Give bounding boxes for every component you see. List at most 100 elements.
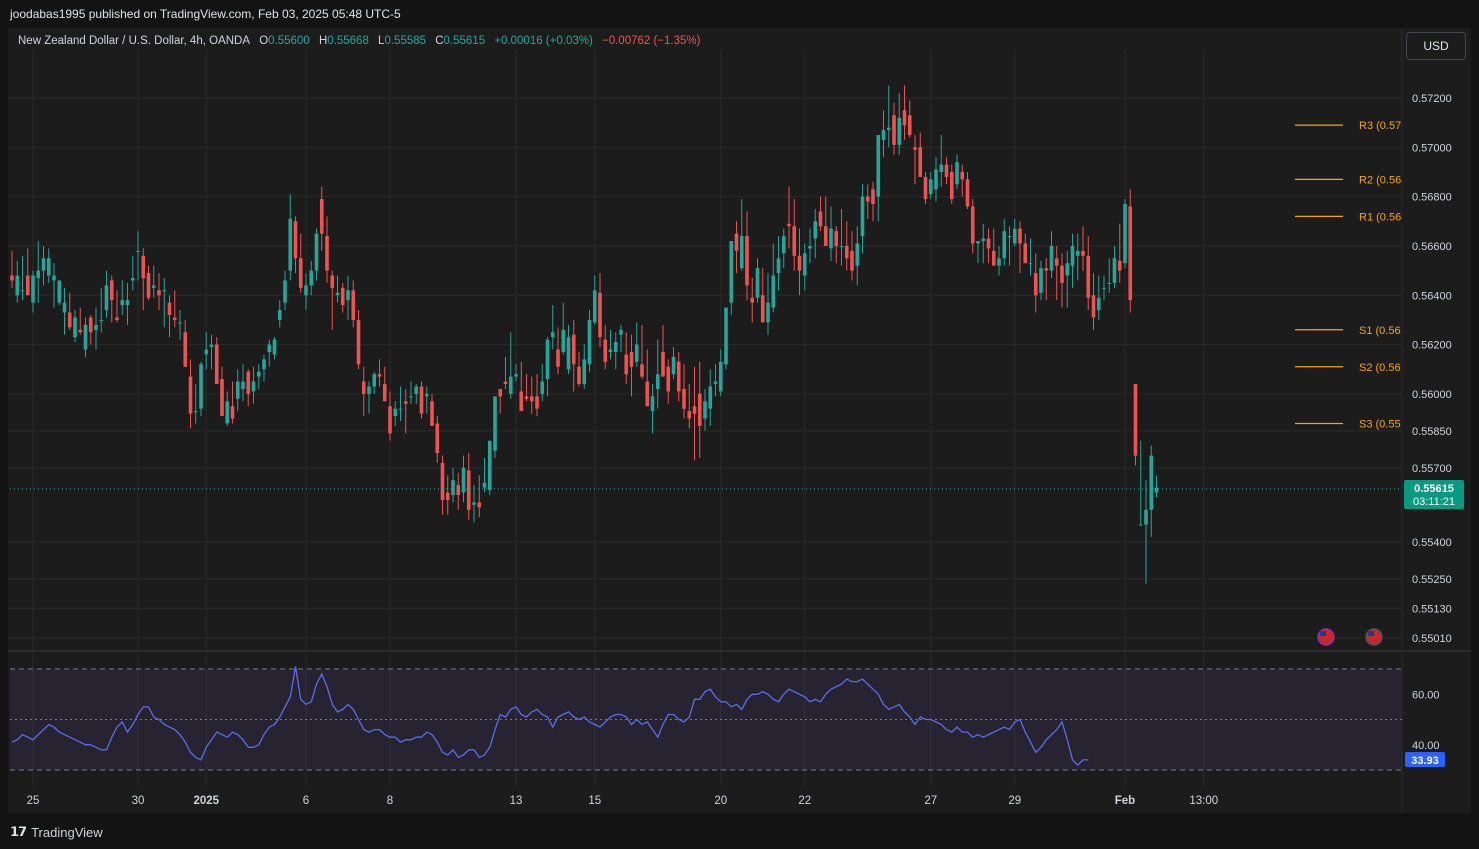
candle-body: [918, 147, 923, 177]
candle-body: [67, 312, 72, 328]
pivot-label: R3 (0.57: [1359, 120, 1401, 132]
candle-body: [545, 339, 550, 380]
candle-body: [272, 339, 277, 355]
candle-body: [477, 502, 482, 508]
close-label: C: [435, 35, 444, 47]
candle-body: [571, 334, 576, 365]
candle-body: [241, 381, 245, 389]
candle-body: [892, 115, 896, 145]
candle-body: [718, 361, 723, 392]
candle-body: [414, 386, 419, 394]
candle-body: [367, 386, 371, 394]
symbol-title: New Zealand Dollar / U.S. Dollar, 4h, OA…: [18, 35, 251, 47]
time-tick-label: Feb: [1115, 795, 1135, 807]
candle-body: [1144, 509, 1148, 525]
candle-body: [109, 280, 114, 301]
candle-body: [713, 381, 718, 385]
candle-body: [487, 440, 492, 491]
candle-body: [566, 337, 571, 370]
candle-body: [1044, 268, 1049, 271]
close-value: 0.55615: [443, 35, 486, 47]
candle-body: [277, 310, 282, 320]
tradingview-brand[interactable]: 𝟭𝟳 TradingView: [10, 824, 103, 840]
candle-body: [587, 319, 592, 365]
candle-body: [871, 189, 875, 205]
candle-body: [682, 388, 686, 409]
day-change: −0.00762 (−1.35%): [602, 35, 701, 47]
candle-body: [157, 290, 161, 296]
candle-body: [750, 297, 755, 303]
pivot-lines: R3 (0.57 R2 (0.56 R1 (0.56 S1 (0.56 S2 (0.56…: [1295, 120, 1401, 430]
rsi-line: [11, 666, 1089, 766]
candle-body: [298, 258, 303, 288]
candle-body: [1096, 297, 1101, 311]
candle-body: [466, 470, 471, 510]
chart-frame[interactable]: [8, 28, 1471, 813]
price-tick-label: 0.56800: [1412, 192, 1452, 204]
candle-body: [340, 287, 345, 306]
candle-body: [970, 206, 975, 244]
candles: [10, 85, 1159, 584]
candle-body: [209, 344, 214, 348]
candle-body: [62, 302, 67, 313]
candle-body: [230, 406, 235, 419]
candle-body: [503, 381, 508, 385]
candle-body: [15, 275, 20, 296]
candle-body: [881, 130, 886, 140]
price-tick-label: 0.55130: [1412, 603, 1452, 615]
pivot-label: R1 (0.56: [1359, 211, 1401, 223]
price-tick-label: 0.55400: [1412, 537, 1452, 549]
candle-body: [949, 171, 954, 200]
candle-body: [923, 176, 928, 200]
candle-body: [115, 317, 119, 320]
time-tick-label: 29: [1008, 795, 1021, 807]
candle-body: [52, 275, 56, 281]
candle-body: [1060, 265, 1064, 283]
candle-body: [31, 275, 35, 303]
candle-body: [83, 324, 88, 350]
candle-body: [787, 223, 791, 227]
candle-body: [267, 344, 272, 352]
candle-body: [1075, 250, 1080, 256]
high-value: 0.55668: [327, 35, 369, 47]
candle-body: [36, 270, 41, 278]
time-tick-label: 13: [510, 795, 523, 807]
candle-body: [955, 162, 959, 185]
bar-countdown: 03:11:21: [1413, 496, 1455, 508]
pivot-label: S1 (0.56: [1359, 325, 1401, 337]
rsi-tick-label: 40.00: [1412, 740, 1440, 752]
candle-body: [965, 179, 970, 207]
candle-body: [304, 285, 308, 296]
footer-bar: 𝟭𝟳 TradingView: [0, 813, 1479, 849]
candle-body: [1138, 524, 1143, 526]
time-tick-label: 6: [303, 795, 309, 807]
candle-body: [445, 492, 450, 500]
candle-body: [519, 391, 524, 412]
candle-body: [860, 196, 865, 237]
time-tick-label: 27: [924, 795, 937, 807]
low-value: 0.55585: [384, 35, 427, 47]
candle-body: [246, 371, 251, 394]
candle-body: [440, 462, 445, 500]
candle-body: [73, 317, 77, 338]
candle-body: [729, 241, 734, 303]
candle-body: [697, 393, 702, 426]
candle-body: [319, 199, 324, 234]
pivot-label: S2 (0.56: [1359, 362, 1401, 374]
candle-body: [498, 388, 503, 397]
currency-button[interactable]: USD: [1406, 32, 1466, 60]
candle-body: [876, 134, 881, 197]
candle-body: [781, 236, 786, 254]
candle-body: [141, 255, 146, 278]
candle-body: [1086, 255, 1091, 298]
candle-body: [288, 218, 293, 271]
candle-body: [850, 250, 854, 271]
candle-body: [451, 480, 455, 495]
candle-body: [792, 226, 797, 256]
candle-body: [981, 238, 986, 242]
time-tick-label: 22: [798, 795, 811, 807]
candle-body: [598, 292, 602, 338]
candle-body: [382, 384, 387, 402]
candle-body: [325, 236, 329, 271]
